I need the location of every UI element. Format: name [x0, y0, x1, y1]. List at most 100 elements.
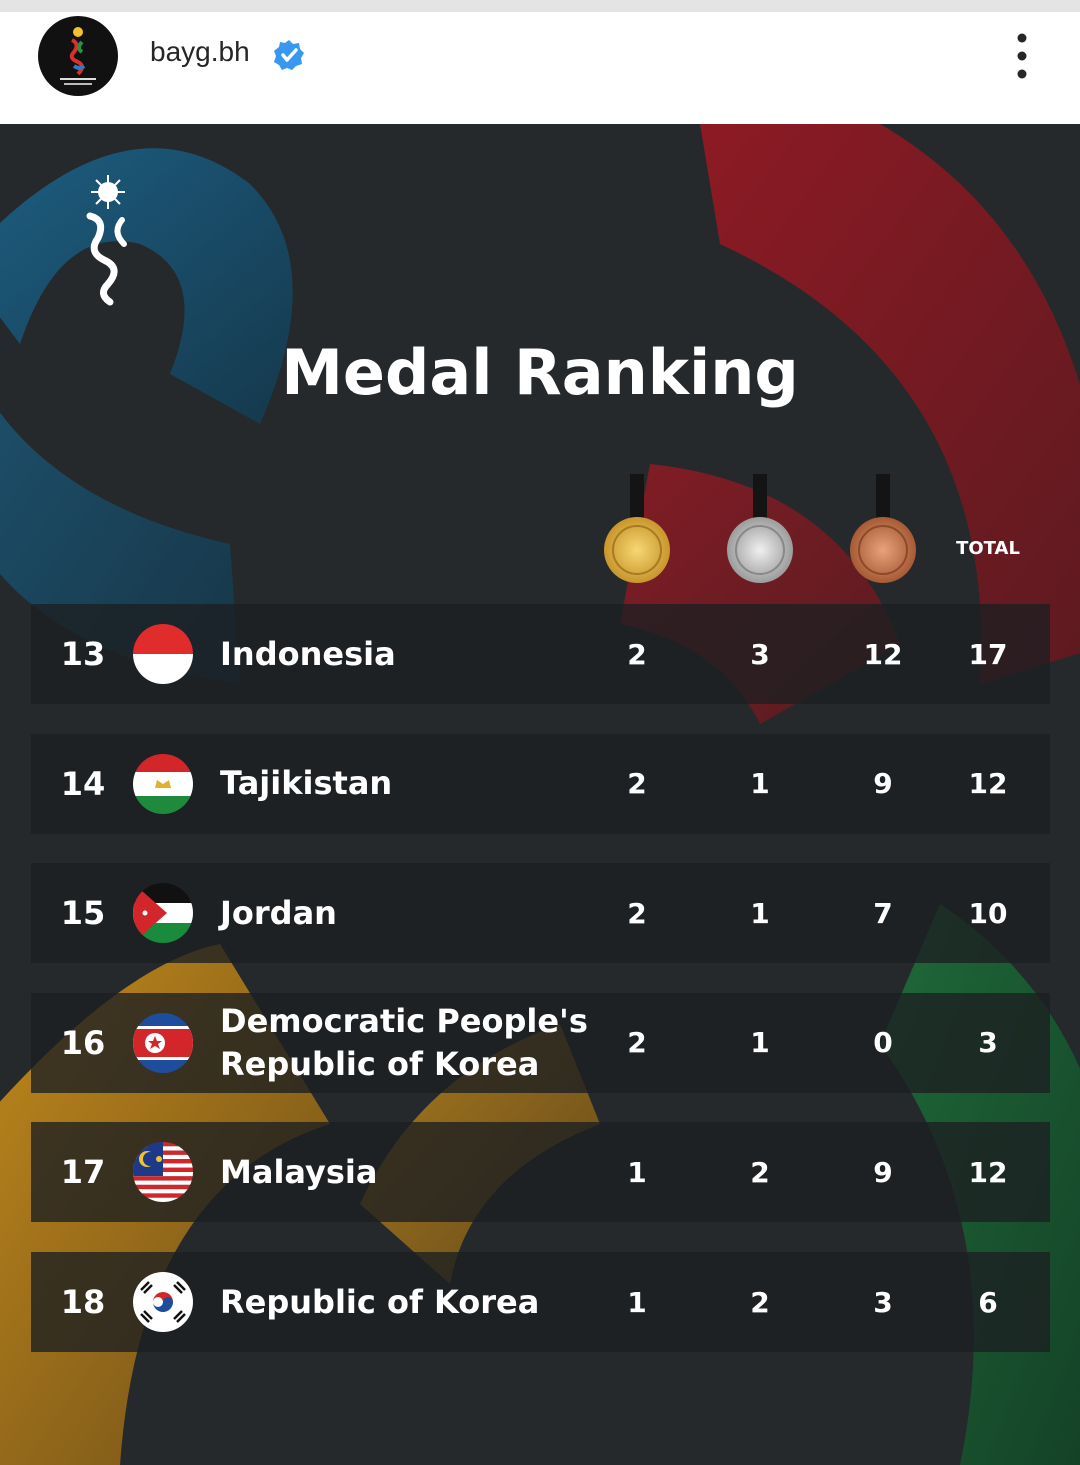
total-header: TOTAL: [956, 538, 1020, 559]
shape: [133, 1142, 193, 1203]
shape: [850, 474, 916, 583]
gold-count: 1: [627, 1285, 647, 1319]
country-name: Democratic People's Republic of Korea: [220, 1001, 588, 1083]
username[interactable]: bayg.bh: [150, 36, 250, 67]
shape: [142, 910, 148, 916]
shape: [604, 474, 670, 583]
bronze-count: 12: [863, 637, 903, 671]
shape: [64, 83, 92, 85]
shape: [173, 1284, 183, 1294]
silver-count: 3: [750, 637, 770, 671]
shape: [140, 1313, 150, 1323]
country-name: Tajikistan: [220, 764, 393, 803]
rank: 16: [60, 1023, 106, 1062]
shape: [133, 1180, 193, 1186]
shape: [133, 1189, 193, 1194]
shape: [60, 78, 96, 80]
bronze-count: 9: [873, 767, 893, 801]
shape: [173, 1310, 183, 1320]
silver-count: 2: [750, 1285, 770, 1319]
total-count: 17: [968, 637, 1008, 671]
shape: [281, 48, 298, 62]
shape: [0, 148, 293, 424]
shape: [1017, 33, 1027, 43]
silver-count: 1: [750, 767, 770, 801]
shape: [140, 1281, 150, 1291]
shape: [133, 1185, 193, 1190]
flag: [133, 1272, 193, 1332]
medal-row: 16 Democratic People's Republic of Korea 2…: [31, 992, 1050, 1093]
shape: [86, 212, 118, 306]
medal-row: 13 Indonesia 2 3 12 17: [31, 604, 1050, 704]
shape: [143, 1310, 153, 1320]
shape: [140, 1281, 186, 1323]
shape: [727, 474, 793, 583]
medal-row: 14 Tajikistan 2 1 9 12: [31, 733, 1050, 834]
shape: [133, 1272, 193, 1332]
shape: [72, 64, 86, 70]
avatar[interactable]: [38, 16, 118, 96]
gold-count: 2: [627, 767, 647, 801]
medal-row: 15 Jordan 2 1 7 10: [31, 863, 1050, 964]
silver-count: 1: [750, 896, 770, 930]
total-count: 10: [968, 896, 1008, 930]
status-divider: [0, 0, 1080, 12]
bronze-count: 9: [873, 1155, 893, 1189]
shape: [133, 624, 193, 684]
shape: [133, 753, 193, 814]
shape: [133, 795, 193, 814]
shape: [155, 779, 171, 788]
shape: [133, 1198, 193, 1203]
shape: [133, 753, 193, 772]
post-title: Medal Ranking: [281, 336, 799, 409]
flag: [133, 883, 193, 944]
shape: [114, 217, 127, 247]
shape: [133, 1012, 193, 1073]
shape: [753, 474, 767, 524]
shape: [86, 175, 127, 306]
flag: [133, 1142, 193, 1203]
bronze-count: 7: [873, 896, 893, 930]
shape: [91, 175, 125, 209]
rank: 14: [60, 764, 106, 803]
shape: [133, 1193, 193, 1199]
shape: [176, 1281, 186, 1291]
total-count: 3: [978, 1026, 998, 1060]
country-name: Republic of Korea: [220, 1282, 540, 1321]
medal-row: 17 Malaysia 1 2 9 12: [31, 1122, 1050, 1223]
shape: [858, 525, 908, 575]
shape: [630, 474, 644, 524]
shape: [612, 525, 662, 575]
total-count: 12: [968, 1155, 1008, 1189]
shape: [77, 40, 84, 54]
avatar-logo: [60, 27, 96, 85]
shape: [133, 883, 167, 944]
shape: [95, 179, 121, 205]
shape: [143, 1152, 157, 1167]
shape: [133, 624, 193, 654]
shape: [133, 654, 193, 684]
total-count: 6: [978, 1285, 998, 1319]
bronze-count: 0: [873, 1026, 893, 1060]
post-header: bayg.bh: [0, 12, 1080, 124]
shape: [1017, 51, 1027, 61]
shape: [876, 474, 890, 524]
verified-badge: [274, 40, 304, 70]
shape: [153, 1297, 173, 1312]
silver-count: 2: [750, 1155, 770, 1189]
medal-row: 18 Republic of Korea 1 2 3 6: [31, 1252, 1050, 1352]
shape: [143, 1284, 153, 1294]
rank: 18: [60, 1283, 106, 1321]
more-options[interactable]: [1010, 32, 1034, 80]
shape: [176, 1313, 186, 1323]
gold-count: 2: [627, 1026, 647, 1060]
shape: [133, 883, 193, 944]
silver-count: 1: [750, 1026, 770, 1060]
country-name: Jordan: [220, 893, 337, 932]
flag: [133, 753, 193, 814]
gold-count: 1: [627, 1155, 647, 1189]
rank: 13: [60, 635, 106, 673]
total-count: 12: [968, 767, 1008, 801]
shape: [148, 1035, 162, 1049]
